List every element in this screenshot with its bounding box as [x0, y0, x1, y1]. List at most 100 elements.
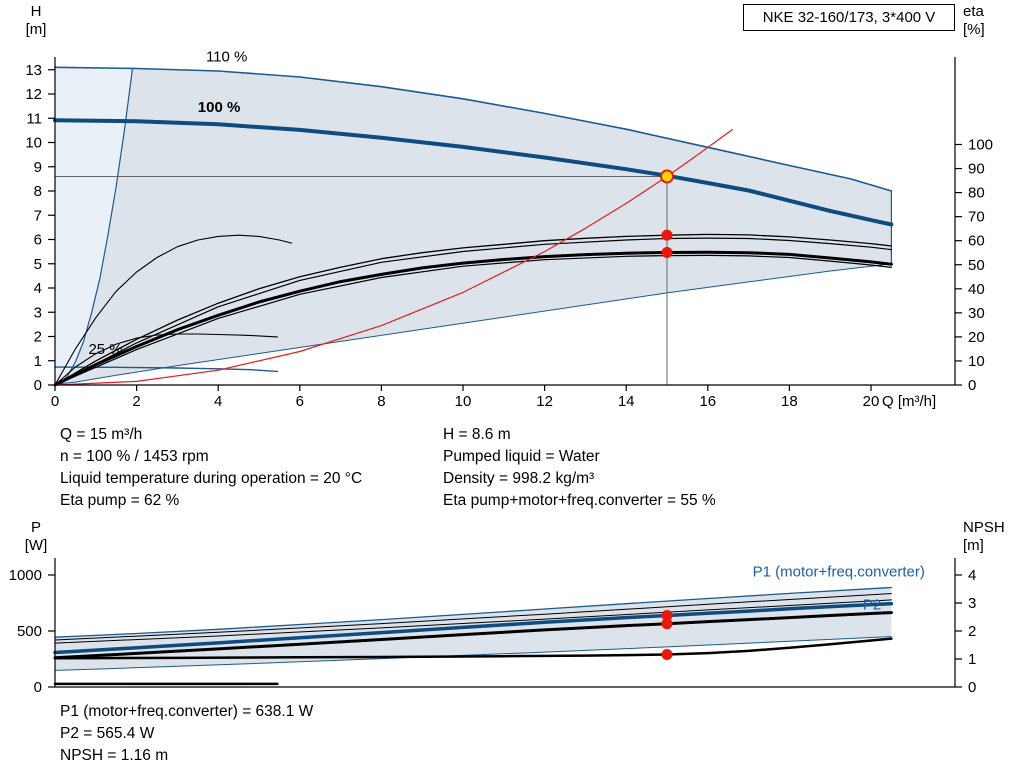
p2-curve — [53, 611, 893, 660]
x-tick-label: 0 — [51, 393, 59, 410]
power-npsh-chart: 0 500 1000 0 1 2 3 4 P[W] NPSH[m] P1 (motor+freq.c… — [9, 519, 1005, 696]
x-tick-label: 2 — [132, 393, 140, 410]
npsh-curve — [53, 637, 893, 660]
curve-110-percent — [54, 66, 893, 192]
result-line-liquid: Pumped liquid = Water — [443, 448, 600, 465]
y-right-axis-title: NPSH — [963, 519, 1005, 536]
min-flow-line — [58, 67, 134, 385]
y-left-tick-label: 7 — [34, 207, 42, 224]
result-line-density: Density = 998.2 kg/m³ — [443, 470, 595, 487]
x-tick-label: 8 — [377, 393, 385, 410]
result-line-eta-pump: Eta pump = 62 % — [60, 492, 180, 509]
x-tick-label: 6 — [296, 393, 304, 410]
y-left-tick-label: 500 — [17, 623, 42, 640]
y-left-tick-label: 3 — [34, 304, 42, 321]
y-right-tick-label: 100 — [968, 137, 993, 154]
curve-label: 110 % — [206, 48, 247, 65]
y-right-tick-label: 0 — [968, 377, 976, 394]
eta-total-curve — [53, 250, 893, 387]
y-left-tick-label: 1000 — [9, 567, 42, 584]
y-right-axis-title: [m] — [963, 537, 984, 554]
result-panel-bottom: P1 (motor+freq.converter) = 638.1 W P2 =… — [60, 701, 313, 767]
marker-npsh — [661, 649, 673, 661]
y-left-tick-label: 0 — [34, 679, 42, 696]
x-tick-label: 14 — [618, 393, 635, 410]
marker-p2 — [661, 618, 673, 630]
eta-pump-curve — [54, 233, 893, 386]
curve-label: 25 % — [88, 341, 122, 358]
y-right-tick-label: 3 — [968, 595, 976, 612]
pump-model-title: NKE 32-160/173, 3*400 V — [743, 4, 955, 31]
x-tick-label: 10 — [455, 393, 472, 410]
x-tick-label: 4 — [214, 393, 222, 410]
y-left-tick-label: 1 — [34, 353, 42, 370]
eta-curve-reduced-speed — [54, 234, 293, 386]
curve-label: P2 — [863, 597, 881, 614]
y-left-tick-label: 6 — [34, 232, 42, 249]
y-right-tick-label: 90 — [968, 161, 985, 178]
result-line-temperature: Liquid temperature during operation = 20… — [60, 470, 363, 487]
y-left-tick-label: 5 — [34, 256, 42, 273]
y-left-tick-label: 10 — [25, 135, 42, 152]
p-line-b — [54, 599, 892, 644]
y-right-tick-label: 2 — [968, 623, 976, 640]
y-left-tick-label: 12 — [25, 86, 42, 103]
y-right-tick-label: 1 — [968, 651, 976, 668]
y-left-tick-label: 9 — [34, 159, 42, 176]
x-tick-label: 20 — [863, 393, 880, 410]
result-line-head: H = 8.6 m — [443, 426, 511, 443]
power-band — [55, 587, 892, 671]
envelope-bottom-line — [58, 263, 892, 385]
y-right-axis-title: [%] — [963, 21, 985, 38]
p1-max-line — [54, 586, 893, 638]
y-right-tick-label: 0 — [968, 679, 976, 696]
result-line-eta-total: Eta pump+motor+freq.converter = 55 % — [443, 492, 716, 509]
x-tick-label: 16 — [699, 393, 716, 410]
envelope-light — [55, 67, 133, 386]
eta-pump-curve-b — [54, 237, 893, 386]
p1-curve — [53, 601, 894, 655]
y-right-tick-label: 4 — [968, 567, 976, 584]
y-right-tick-label: 40 — [968, 281, 985, 298]
curve-label: P1 (motor+freq.converter) — [753, 564, 925, 581]
marker-eta-total — [661, 246, 673, 258]
y-right-tick-label: 30 — [968, 305, 985, 322]
qh-eta-chart: 0123456789101112130102030405060708090100… — [25, 3, 993, 410]
y-left-tick-label: 8 — [34, 183, 42, 200]
y-left-tick-label: 4 — [34, 280, 42, 297]
result-panel-left: Q = 15 m³/h n = 100 % / 1453 rpm Liquid … — [60, 424, 362, 512]
y-left-tick-label: 2 — [34, 329, 42, 346]
y-left-axis-title: P — [31, 519, 41, 536]
operating-point[interactable] — [660, 169, 674, 184]
y-left-axis-title: H — [31, 3, 42, 20]
y-left-axis-title: [m] — [26, 21, 47, 38]
result-line-q: Q = 15 m³/h — [60, 426, 143, 443]
y-left-axis-title: [W] — [25, 537, 48, 554]
eta-total-curve-b — [54, 254, 893, 386]
y-right-tick-label: 10 — [968, 353, 985, 370]
curve-100-percent — [53, 118, 894, 227]
result-line-speed: n = 100 % / 1453 rpm — [60, 448, 209, 465]
y-right-tick-label: 20 — [968, 329, 985, 346]
curve-label: 100 % — [198, 99, 241, 116]
y-left-tick-label: 11 — [26, 110, 42, 127]
y-right-axis-title: eta — [963, 3, 985, 20]
x-tick-label: 12 — [536, 393, 553, 410]
p-line-a — [54, 593, 892, 641]
eta-curve-25-percent — [54, 333, 278, 386]
marker-eta-pump — [661, 229, 673, 241]
result-panel-right: H = 8.6 m Pumped liquid = Water Density … — [443, 424, 716, 512]
operating-envelope — [59, 68, 892, 384]
y-left-tick-label: 0 — [34, 377, 42, 394]
curve-25-percent-qh — [54, 366, 279, 373]
result-line-p1: P1 (motor+freq.converter) = 638.1 W — [60, 703, 314, 720]
y-right-tick-label: 50 — [968, 257, 985, 274]
y-left-tick-label: 13 — [25, 62, 42, 79]
x-axis-title: Q [m³/h] — [882, 393, 936, 410]
x-tick-label: 18 — [781, 393, 798, 410]
y-right-tick-label: 60 — [968, 233, 985, 250]
result-line-p2: P2 = 565.4 W — [60, 725, 155, 742]
result-line-npsh: NPSH = 1.16 m — [60, 747, 169, 764]
